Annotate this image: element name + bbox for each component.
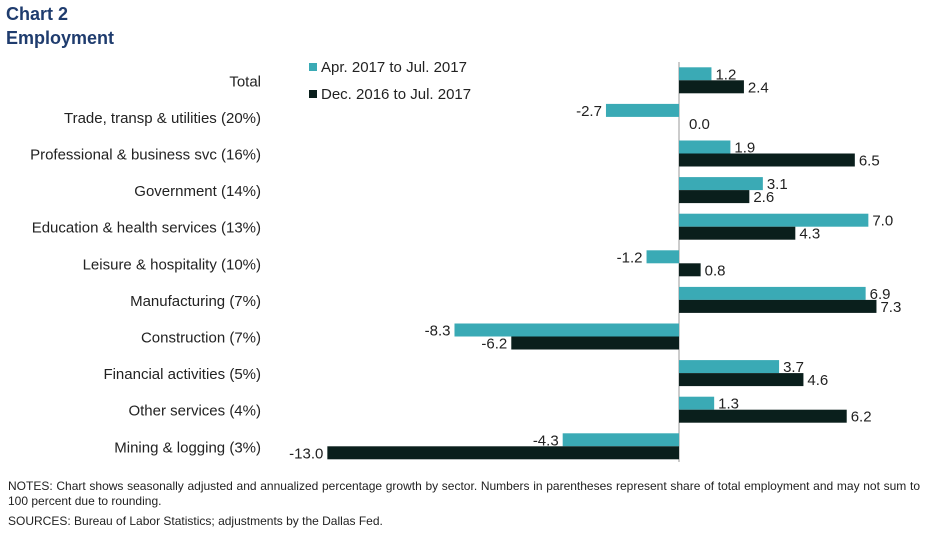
data-label-series-2: 0.0 <box>689 116 710 133</box>
data-label-series-2: 4.6 <box>807 372 828 389</box>
bar-series-2 <box>679 190 750 204</box>
bar-series-1 <box>646 250 679 264</box>
data-label-series-1: 3.1 <box>767 176 788 193</box>
data-label-series-1: 3.7 <box>783 359 804 376</box>
category-label: Leisure & hospitality (10%) <box>83 256 261 273</box>
legend-label-2: Dec. 2016 to Jul. 2017 <box>321 86 471 103</box>
data-label-series-1: 1.9 <box>734 140 755 157</box>
category-label: Construction (7%) <box>141 330 261 347</box>
bar-series-1 <box>679 177 763 191</box>
data-label-series-2: 4.3 <box>799 226 820 243</box>
chart-title: Chart 2 <box>6 4 69 24</box>
bar-series-1 <box>679 67 712 81</box>
chart-subtitle: Employment <box>6 28 115 48</box>
data-label-series-1: -8.3 <box>425 323 451 340</box>
data-label-series-1: -4.3 <box>533 432 559 449</box>
bar-series-2 <box>679 409 847 423</box>
category-label: Other services (4%) <box>128 403 261 420</box>
bar-series-2 <box>679 80 744 94</box>
data-label-series-2: 6.2 <box>851 409 872 426</box>
bar-series-1 <box>679 140 731 154</box>
category-label: Total <box>229 73 261 90</box>
legend-label-1: Apr. 2017 to Jul. 2017 <box>321 59 467 76</box>
data-label-series-2: 0.8 <box>705 262 726 279</box>
bar-series-1 <box>679 396 715 410</box>
category-label: Government (14%) <box>134 183 261 200</box>
bar-series-1 <box>562 433 679 447</box>
bar-series-2 <box>679 299 877 313</box>
data-label-series-1: 1.3 <box>718 396 739 413</box>
chart-sources: SOURCES: Bureau of Labor Statistics; adj… <box>8 514 383 528</box>
chart-notes: NOTES: Chart shows seasonally adjusted a… <box>8 479 920 508</box>
data-label-series-2: 2.4 <box>748 79 769 96</box>
data-label-series-2: 6.5 <box>859 153 880 170</box>
category-label: Trade, transp & utilities (20%) <box>64 110 261 127</box>
bar-series-2 <box>511 336 679 350</box>
bar-series-1 <box>679 213 869 227</box>
category-label: Financial activities (5%) <box>103 366 261 383</box>
bar-series-1 <box>679 360 780 374</box>
data-label-series-2: 7.3 <box>880 299 901 316</box>
data-label-series-2: -13.0 <box>289 445 323 462</box>
bar-series-2 <box>327 446 679 460</box>
data-label-series-2: 2.6 <box>753 189 774 206</box>
data-label-series-1: 1.2 <box>715 66 736 83</box>
category-label: Mining & logging (3%) <box>114 439 261 456</box>
bar-series-2 <box>679 153 855 167</box>
category-label: Manufacturing (7%) <box>130 293 261 310</box>
data-label-series-1: -1.2 <box>617 249 643 266</box>
data-label-series-1: 6.9 <box>870 286 891 303</box>
bar-series-2 <box>679 263 701 277</box>
bar-series-1 <box>679 286 866 300</box>
legend-swatch-1 <box>309 63 317 71</box>
bar-series-1 <box>454 323 679 337</box>
data-label-series-2: -6.2 <box>481 336 507 353</box>
bar-chart: Total 1.2 2.4 Trade, transp & utilities (20… <box>30 59 901 462</box>
legend-swatch-2 <box>309 90 317 98</box>
bar-series-2 <box>679 373 804 387</box>
bar-series-2 <box>679 226 796 240</box>
category-label: Education & health services (13%) <box>32 220 261 237</box>
data-label-series-1: 7.0 <box>872 213 893 230</box>
data-label-series-1: -2.7 <box>576 103 602 120</box>
bar-series-1 <box>605 103 679 117</box>
category-label: Professional & business svc (16%) <box>30 147 261 164</box>
